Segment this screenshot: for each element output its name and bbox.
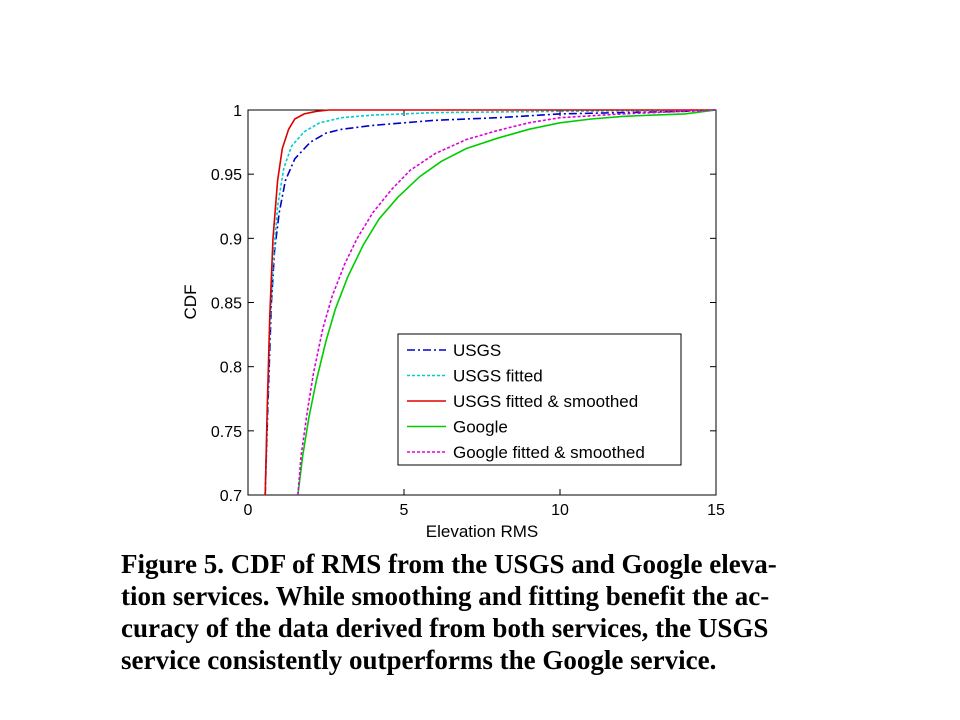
y-tick-label: 0.95 — [211, 167, 242, 184]
y-axis-label: CDF — [181, 285, 200, 320]
legend-label: Google fitted & smoothed — [453, 443, 645, 462]
y-tick-label: 0.85 — [211, 296, 242, 313]
series-line — [297, 109, 717, 496]
x-tick-label: 5 — [400, 502, 409, 519]
y-tick-label: 0.75 — [211, 424, 242, 441]
caption-line: Figure 5. CDF of RMS from the USGS and G… — [121, 549, 777, 579]
y-tick-label: 0.7 — [220, 488, 242, 505]
axis-ticks: 0 5 10 15 0.7 0.75 0.8 0.85 0.9 0.95 1 — [211, 103, 725, 519]
x-axis-label: Elevation RMS — [426, 522, 538, 541]
legend-label: Google — [453, 418, 508, 437]
x-tick-label: 0 — [244, 502, 253, 519]
legend-label: USGS — [453, 341, 501, 360]
caption-line: curacy of the data derived from both ser… — [121, 613, 769, 643]
y-tick-label: 0.8 — [220, 360, 242, 377]
legend-box — [397, 333, 682, 466]
series-line — [297, 109, 717, 496]
x-tick-label: 15 — [707, 502, 725, 519]
caption-line: service consistently outperforms the Goo… — [121, 645, 717, 675]
y-tick-label: 1 — [233, 103, 242, 120]
series-lines — [264, 109, 717, 496]
series-line — [264, 109, 716, 496]
x-tick-label: 10 — [551, 502, 569, 519]
caption-line: tion services. While smoothing and fitti… — [121, 581, 770, 611]
y-tick-label: 0.9 — [220, 231, 242, 248]
legend-label: USGS fitted — [453, 367, 543, 386]
figure-caption: Figure 5. CDF of RMS from the USGS and G… — [121, 548, 801, 676]
legend: USGS USGS fitted USGS fitted & smoothed Goo… — [397, 333, 682, 466]
cdf-chart: 0 5 10 15 0.7 0.75 0.8 0.85 0.9 0.95 1 Elevation R… — [181, 103, 725, 541]
legend-label: USGS fitted & smoothed — [453, 392, 638, 411]
